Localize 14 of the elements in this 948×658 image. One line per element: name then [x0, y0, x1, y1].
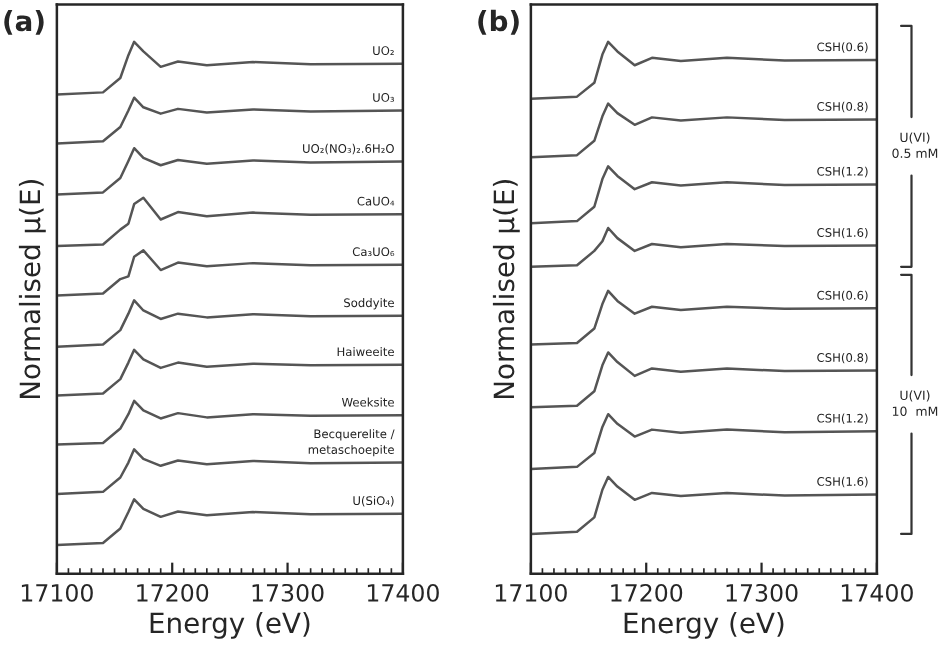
x-tick-label: 17300: [252, 583, 324, 602]
x-axis-title: Energy (eV): [150, 611, 310, 639]
x-tick-label: 17100: [21, 583, 93, 602]
x-tick-label: 17400: [367, 583, 439, 602]
y-axis-title: Normalised μ(E): [18, 180, 46, 399]
chart-title: (b): [478, 9, 519, 35]
x-tick-label: 17400: [841, 583, 913, 602]
x-tick-label: 17300: [726, 583, 798, 602]
x-tick-label: 17200: [137, 583, 209, 602]
y-axis-title: Normalised μ(E): [492, 180, 520, 399]
chart-title: (a): [4, 9, 44, 35]
x-tick-label: 17200: [611, 583, 683, 602]
x-tick-label: 17100: [495, 583, 567, 602]
x-axis-title: Energy (eV): [624, 611, 784, 639]
